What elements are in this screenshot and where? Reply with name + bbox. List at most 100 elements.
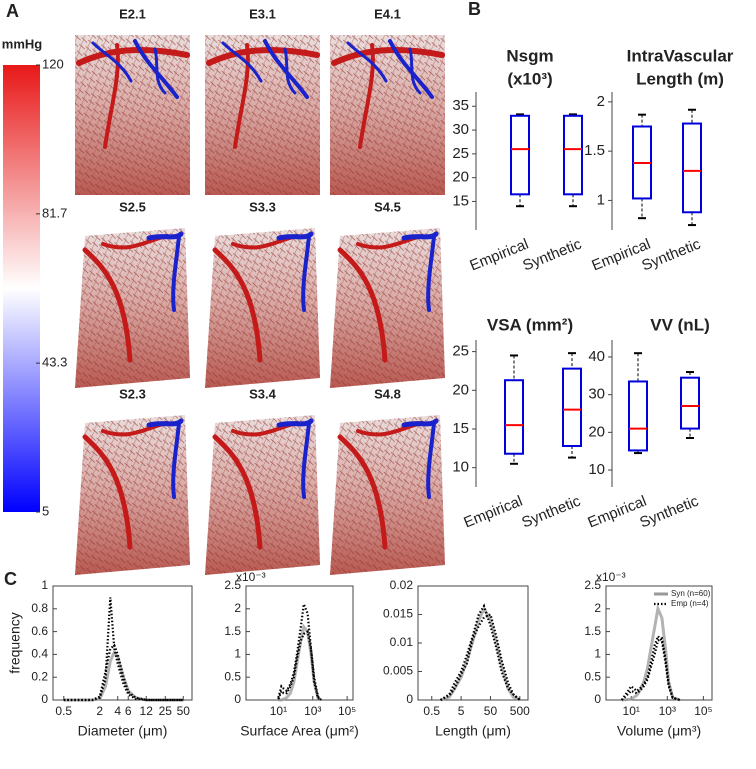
y-tick-label: 2.5	[584, 578, 601, 592]
rendering	[330, 228, 445, 388]
y-tick-label: 0.5	[584, 669, 601, 683]
vessel	[103, 43, 120, 149]
chart-title: (x10³)	[507, 69, 552, 88]
series-line	[277, 629, 322, 701]
series-line	[63, 597, 184, 702]
x-axis-label: Diameter (μm)	[78, 723, 168, 739]
rendering-label: E2.1	[119, 6, 146, 21]
series-line	[621, 636, 681, 702]
y-tick-label: 1	[597, 191, 605, 208]
vessel	[206, 46, 320, 66]
series-line	[440, 603, 521, 701]
y-tick-label: 0.2	[31, 669, 48, 683]
x-axis-label: Length (μm)	[435, 723, 511, 739]
box	[628, 380, 648, 452]
vessel	[171, 421, 181, 499]
vessel	[388, 39, 434, 99]
plot-frame	[605, 585, 713, 701]
y-tick-label: 0.01	[390, 635, 414, 649]
y-tick-label: 0	[594, 692, 601, 706]
x-tick-label: 0.5	[423, 704, 440, 718]
y-tick-label: 1	[41, 578, 48, 592]
x-tick-label: 500	[510, 704, 530, 718]
y-tick-label: 0.005	[383, 664, 413, 678]
x-tick-label: 50	[177, 704, 191, 718]
y-tick-label: 0.5	[224, 669, 241, 683]
x-tick-label: 10¹	[270, 704, 287, 718]
x-tick-label: 2	[96, 704, 103, 718]
y-tick-label: 0	[234, 692, 241, 706]
vessel	[171, 234, 181, 312]
series-line	[63, 643, 184, 702]
colorbar-tick-label: 5	[42, 503, 49, 518]
y-tick-label: 25	[452, 145, 469, 162]
axis-multiplier: x10⁻³	[236, 570, 266, 584]
rendering	[205, 228, 320, 388]
x-axis-label: Surface Area (μm²)	[240, 723, 359, 739]
x-tick-label: Synthetic	[639, 235, 703, 274]
rendering-label: S4.5	[374, 199, 401, 214]
series-line	[440, 612, 521, 701]
x-tick-label: 10⁵	[694, 704, 712, 718]
series-line	[277, 599, 322, 701]
vessel	[221, 41, 263, 83]
y-tick-label: 20	[452, 381, 469, 398]
rendering-label: S3.3	[249, 199, 276, 214]
x-tick-label: Synthetic	[520, 235, 584, 274]
vessel	[91, 41, 133, 83]
y-tick-label: 20	[452, 169, 469, 186]
x-axis-label: Volume (μm³)	[617, 723, 701, 739]
x-tick-label: 0.5	[55, 704, 72, 718]
y-tick-label: 0.02	[390, 578, 414, 592]
chart-title: IntraVascular	[627, 46, 734, 65]
vessel	[276, 231, 314, 241]
y-tick-label: 0	[41, 692, 48, 706]
y-tick-label: 0.8	[31, 601, 48, 615]
vessel	[146, 418, 184, 428]
rendering	[205, 35, 320, 195]
vessel	[212, 247, 263, 363]
x-tick-label: Empirical	[585, 493, 649, 532]
y-tick-label: 1.5	[224, 624, 241, 638]
x-tick-label: 25	[159, 704, 173, 718]
x-tick-label: Synthetic	[637, 492, 701, 531]
x-tick-label: 10⁵	[338, 704, 356, 718]
rendering	[75, 228, 190, 388]
vessel	[276, 418, 314, 428]
rendering	[75, 35, 190, 195]
vessel	[233, 43, 250, 149]
x-tick-label: 10³	[659, 704, 676, 718]
series-line	[621, 603, 681, 702]
vessel	[263, 39, 309, 99]
vessel	[212, 434, 263, 550]
box	[504, 379, 524, 455]
panel-label: C	[4, 569, 17, 589]
y-tick-label: 1	[234, 647, 241, 661]
x-tick-label: 5	[458, 704, 465, 718]
x-tick-label: Synthetic	[519, 492, 583, 531]
rendering-label: S3.4	[249, 386, 277, 401]
y-tick-label: 1.5	[584, 142, 605, 159]
rendering-label: E4.1	[374, 6, 401, 21]
chart-title: VV (nL)	[650, 315, 710, 334]
x-tick-label: 12	[140, 704, 154, 718]
y-tick-label: 15	[452, 420, 469, 437]
box	[510, 114, 530, 196]
box	[563, 114, 583, 196]
vessel	[82, 434, 133, 550]
x-tick-label: 50	[484, 704, 498, 718]
vessel	[426, 421, 436, 499]
axis-multiplier: x10⁻³	[596, 570, 626, 584]
rendering-label: E3.1	[249, 6, 276, 21]
plot-frame	[245, 585, 354, 701]
y-tick-label: 30	[452, 121, 469, 138]
y-tick-label: 1.5	[584, 624, 601, 638]
x-tick-label: 6	[125, 704, 132, 718]
vessel	[301, 234, 311, 312]
y-tick-label: 20	[588, 423, 605, 440]
legend-label: Syn (n=60)	[671, 589, 711, 598]
colorbar-tick-label: 120	[42, 56, 64, 71]
y-tick-label: 30	[588, 386, 605, 403]
y-tick-label: 35	[452, 97, 469, 114]
colorbar-tick-label: 81.7	[42, 205, 67, 220]
